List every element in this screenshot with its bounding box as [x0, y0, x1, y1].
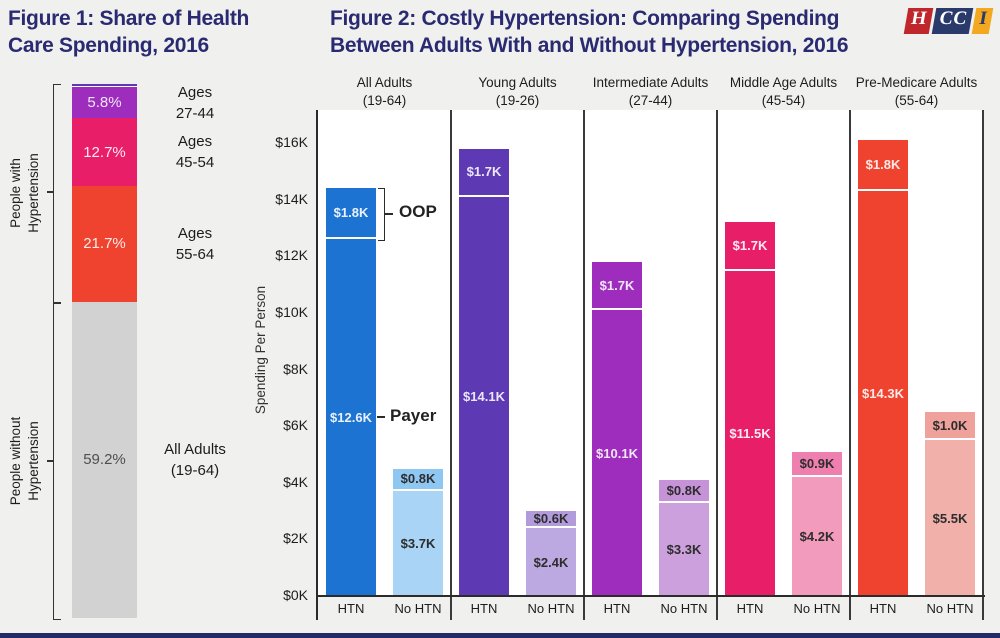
fig1-pct-label: 59.2%	[83, 451, 126, 469]
fig1-side-label: Ages 27-44	[175, 83, 215, 122]
hcci-logo: H CC I	[903, 8, 994, 35]
fig1-segment: 12.7% Ages 45-54	[72, 118, 214, 186]
fig1-segment: 21.7% Ages 55-64	[72, 185, 214, 302]
fig1-segment: 59.2% All Adults (19-64)	[72, 301, 226, 618]
fig2-y-axis-line	[316, 110, 318, 620]
fig1-pct-label: 5.8%	[87, 94, 122, 112]
fig2-y-axis-label: Spending Per Person	[253, 285, 268, 415]
fig1-bracket-with-hypertension	[53, 84, 61, 303]
fig2-plot-area	[318, 110, 983, 596]
fig1-segment: 5.8% Ages 27-44	[72, 84, 214, 122]
fig2-category-label: HTN	[603, 601, 631, 616]
oop-annotation: OOP	[399, 202, 437, 221]
payer-annotation: Payer	[390, 406, 437, 425]
fig1-bracket-without-hypertension	[53, 303, 61, 620]
fig2-group-header: Young Adults (19-26)	[478, 75, 557, 108]
fig1-side-label: Ages 55-64	[175, 224, 215, 263]
fig1-bracket-tick-top	[47, 191, 53, 193]
fig2-group-header: Middle Age Adults (45-54)	[729, 75, 838, 108]
fig1-segment	[72, 84, 137, 88]
fig2-category-label: No HTN	[660, 601, 708, 616]
fig2-category-label: HTN	[470, 601, 498, 616]
footer-bar	[0, 633, 1000, 638]
fig2-x-axis-line	[316, 595, 985, 597]
figure1-title: Figure 1: Share of Health Care Spending,…	[8, 7, 250, 57]
fig2-category-label: No HTN	[793, 601, 841, 616]
fig1-row-label-with-hypertension: People with Hypertension	[8, 153, 42, 233]
fig2-ytick: $14K	[275, 190, 308, 207]
hcci-logo-block-cc: CC	[931, 8, 974, 34]
fig2-group-header: Intermediate Adults (27-44)	[592, 75, 709, 108]
figure2-title: Figure 2: Costly Hypertension: Comparing…	[330, 7, 849, 57]
fig1-pct-label: 12.7%	[83, 143, 126, 161]
hcci-logo-block-i: I	[971, 8, 994, 34]
fig2-group-header: All Adults (19-64)	[356, 75, 413, 108]
fig2-ytick: $2K	[283, 530, 308, 547]
fig1-side-label: Ages 45-54	[175, 133, 215, 172]
fig1-pct-label: 21.7%	[83, 235, 126, 253]
fig2-category-label: No HTN	[926, 601, 974, 616]
oop-bracket-dash	[385, 213, 393, 215]
payer-tick	[377, 416, 385, 418]
fig2-category-label: HTN	[869, 601, 897, 616]
fig1-bracket-tick-bottom	[47, 460, 53, 462]
fig2-category-label: No HTN	[527, 601, 575, 616]
fig1-stacked-bar: 5.8% Ages 27-44 12.7% Ages 45-54 21.7% Ages 5…	[72, 84, 226, 618]
fig2-ytick: $0K	[283, 587, 308, 603]
fig1-side-label: All Adults (19-64)	[164, 440, 226, 479]
fig2-category-label: No HTN	[394, 601, 442, 616]
fig2-category-label: HTN	[736, 601, 764, 616]
fig2-ytick: $16K	[275, 134, 308, 151]
fig2-ytick: $4K	[283, 473, 308, 490]
hcci-logo-block-h: H	[903, 8, 934, 34]
oop-bracket	[378, 188, 385, 241]
fig2-group-header: Pre-Medicare Adults (55-64)	[855, 75, 978, 108]
fig1-row-label-without-hypertension: People without Hypertension	[8, 416, 42, 506]
fig2-category-label: HTN	[337, 601, 365, 616]
